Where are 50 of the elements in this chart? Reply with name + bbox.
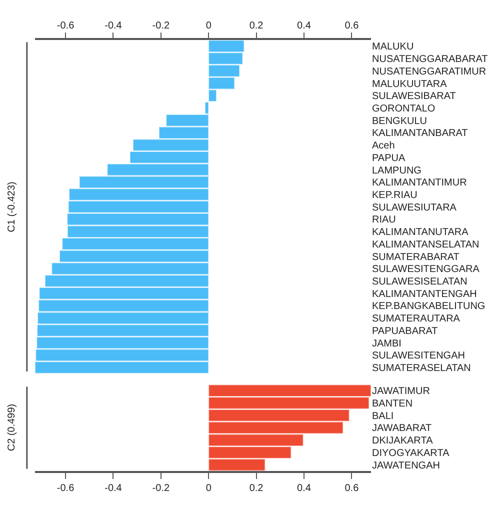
x-tick-label: -0.2 (152, 20, 170, 32)
y-tick-label: KALIMANTANBARAT (372, 128, 468, 140)
y-tick-label: KALIMANTANSELATAN (372, 239, 480, 250)
x-tick-label: 0 (206, 20, 212, 32)
y-tick-label: SULAWESIUTARA (372, 202, 457, 214)
y-tick-label: KEP.RIAU (372, 190, 418, 201)
y-tick-label: MALUKUUTARA (372, 78, 448, 90)
y-tick-label: BENGKULU (372, 116, 428, 127)
y-tick-label: Aceh (372, 140, 395, 152)
y-tick-label: LAMPUNG (372, 165, 422, 176)
y-tick-label: PAPUA (372, 152, 406, 164)
x-tick-label: 0.6 (344, 20, 360, 32)
y-tick-label: MALUKU (372, 42, 414, 53)
y-tick-label: KALIMANTANTIMUR (372, 178, 467, 189)
y-tick-label: PAPUABARAT (372, 326, 438, 337)
y-tick-label: JAWABARAT (372, 423, 432, 434)
y-tick-label: SULAWESITENGGARA (372, 264, 480, 276)
y-tick-label: BANTEN (372, 398, 413, 410)
y-tick-label: KALIMANTANTENGAH (372, 288, 477, 300)
x-tick-label: -0.4 (104, 20, 122, 32)
x-tick-label: 0.4 (297, 482, 312, 494)
y-tick-label: NUSATENGGARATIMUR (372, 66, 486, 78)
x-tick-label: 0.2 (249, 20, 264, 32)
x-tick-label: 0.4 (297, 20, 312, 32)
y-tick-label: RIAU (372, 214, 396, 226)
y-tick-label: JAWATENGAH (372, 460, 440, 472)
y-tick-label: SUMATERAUTARA (372, 314, 460, 325)
y-tick-label: KALIMANTANUTARA (372, 227, 469, 238)
y-tick-label: JAWATIMUR (372, 386, 430, 398)
y-tick-label: SUMATERABARAT (372, 252, 460, 263)
y-tick-label: SULAWESISELATAN (372, 276, 468, 288)
y-axis-title: C1 (-0.423) (6, 182, 18, 232)
x-tick-label: 0 (206, 482, 212, 494)
y-tick-label: KEP.BANGKABELITUNG (372, 301, 486, 312)
y-tick-label: BALI (372, 410, 394, 422)
x-tick-label: -0.2 (152, 482, 170, 494)
y-tick-label: SULAWESITENGAH (372, 350, 465, 362)
x-tick-label: -0.6 (56, 482, 75, 494)
y-tick-label: SULAWESIBARAT (372, 91, 456, 102)
y-tick-label: SUMATERASELATAN (372, 363, 471, 374)
y-axis-title: C2 (0.499) (6, 404, 18, 452)
y-tick-label: GORONTALO (372, 103, 436, 114)
x-tick-label: -0.6 (56, 20, 75, 32)
y-tick-label: DKIJAKARTA (372, 436, 434, 447)
x-tick-label: -0.4 (104, 482, 122, 494)
y-tick-label: JAMBI (372, 338, 402, 350)
x-tick-label: 0.2 (249, 482, 264, 494)
y-tick-label: NUSATENGGARABARAT (372, 54, 488, 66)
y-tick-label: DIYOGYAKARTA (372, 448, 450, 459)
x-tick-label: 0.6 (344, 482, 360, 494)
